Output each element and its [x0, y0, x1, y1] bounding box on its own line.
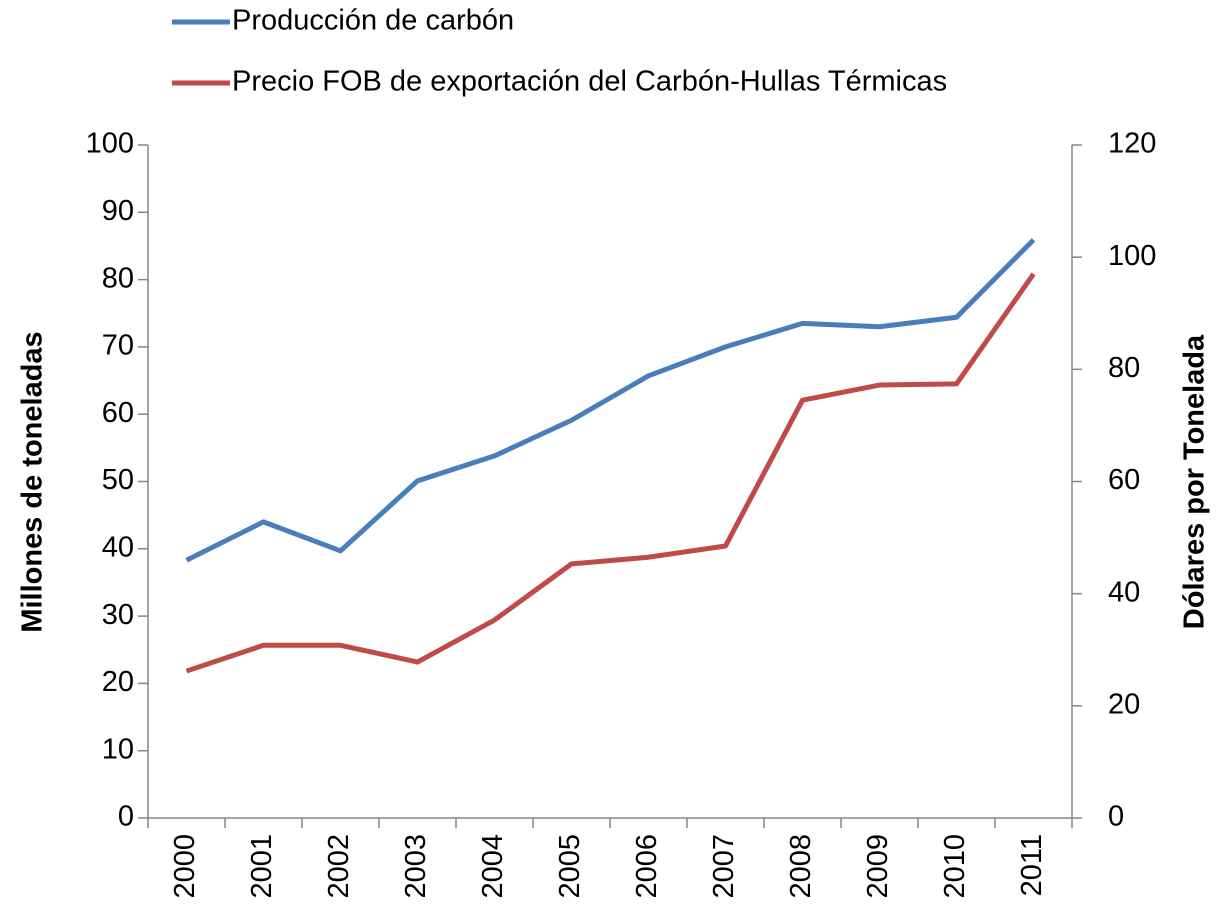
- y-tick-label: 20: [102, 666, 134, 698]
- y2-tick-label: 0: [1108, 801, 1124, 833]
- y-tick-label: 60: [102, 397, 134, 429]
- y2-tick-label: 80: [1108, 352, 1140, 384]
- x-tick-label: 2005: [554, 834, 586, 899]
- x-tick-label: 2001: [246, 834, 278, 899]
- legend-label: Producción de carbón: [232, 5, 514, 37]
- y2-tick-label: 20: [1108, 688, 1140, 720]
- x-tick-label: 2011: [1016, 834, 1048, 896]
- y-tick-label: 100: [86, 128, 134, 160]
- series-line: [185, 238, 1036, 563]
- series-line: [185, 272, 1036, 674]
- x-tick-label: 2010: [939, 834, 971, 899]
- legend-label: Precio FOB de exportación del Carbón-Hul…: [232, 66, 947, 98]
- y2-tick-label: 120: [1108, 128, 1156, 160]
- y-tick-label: 0: [118, 801, 134, 833]
- x-tick-label: 2006: [631, 834, 663, 899]
- y2-tick-label: 100: [1108, 240, 1156, 272]
- y-tick-label: 50: [102, 464, 134, 496]
- y2-axis-label: Dólares por Tonelada: [1179, 334, 1211, 629]
- y-tick-label: 80: [102, 262, 134, 294]
- x-tick-label: 2003: [400, 834, 432, 899]
- y-tick-label: 30: [102, 599, 134, 631]
- y-tick-label: 70: [102, 330, 134, 362]
- x-tick-label: 2008: [785, 834, 817, 899]
- y2-tick-label: 40: [1108, 576, 1140, 608]
- x-tick-label: 2000: [169, 834, 201, 899]
- y-axis-label: Millones de toneladas: [17, 331, 49, 632]
- y-tick-label: 40: [102, 531, 134, 563]
- y-tick-label: 10: [102, 733, 134, 765]
- x-tick-label: 2007: [708, 834, 740, 899]
- x-tick-label: 2004: [477, 834, 509, 899]
- x-tick-label: 2009: [862, 834, 894, 899]
- y-tick-label: 90: [102, 195, 134, 227]
- y2-tick-label: 60: [1108, 464, 1140, 496]
- x-tick-label: 2002: [323, 834, 355, 899]
